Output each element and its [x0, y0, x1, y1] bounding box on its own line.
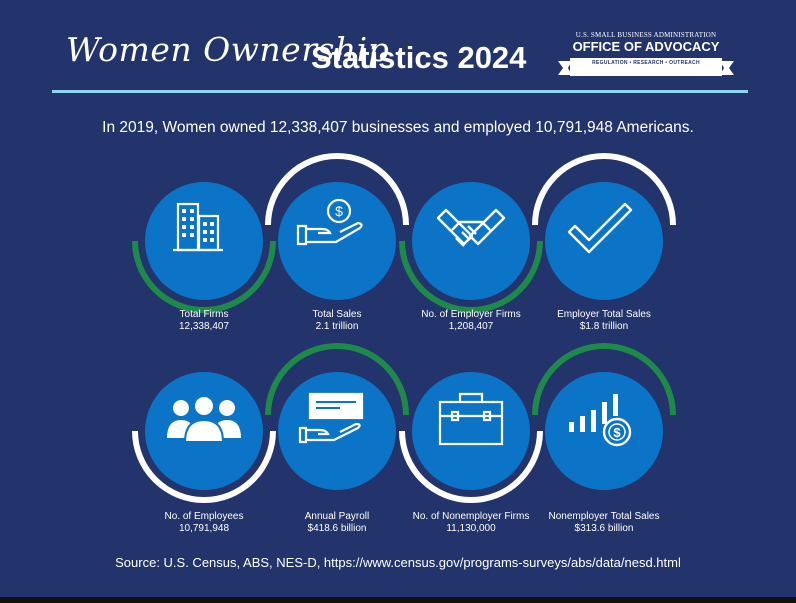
arc-decoration	[132, 240, 276, 313]
stat-circle-employees	[145, 372, 263, 490]
summary-text: In 2019, Women owned 12,338,407 business…	[102, 119, 694, 136]
script-title: Women Ownership	[66, 30, 390, 69]
stat-value: 11,130,000	[446, 523, 496, 534]
stat-name: Total Firms	[179, 309, 229, 320]
stat-name: No. of Nonemployer Firms	[412, 511, 530, 522]
stat-name: Nonemployer Total Sales	[548, 511, 660, 522]
stat-circle-total-firms	[145, 182, 263, 300]
stat-circle-employer-sales	[545, 182, 663, 300]
hand-check-icon	[298, 392, 364, 444]
stat-name: No. of Employer Firms	[421, 309, 521, 320]
stat-circle-employer-firms	[412, 182, 530, 300]
handshake-icon	[436, 208, 506, 247]
stat-label-employer-sales: Employer Total Sales $1.8 trillion	[524, 309, 684, 333]
stat-label-employer-firms: No. of Employer Firms 1,208,407	[391, 309, 551, 333]
stat-value: 10,791,948	[178, 523, 230, 534]
checkmark-icon	[567, 202, 633, 254]
ribbon-banner	[558, 58, 734, 76]
arc-decoration	[532, 343, 676, 416]
svg-text:$: $	[335, 203, 343, 219]
stat-name: Employer Total Sales	[557, 309, 651, 320]
page-title: Statistics 2024	[311, 40, 527, 75]
briefcase-icon	[438, 392, 504, 446]
stat-value: $1.8 trillion	[579, 321, 629, 332]
stat-label-nonemployer-firms: No. of Nonemployer Firms 11,130,000	[391, 511, 551, 535]
bottom-border	[0, 597, 796, 603]
arc-decoration	[532, 153, 676, 226]
arc-decoration	[399, 240, 543, 313]
stat-value: $418.6 billion	[307, 523, 367, 534]
bars-coin-icon: $	[569, 394, 632, 447]
source-citation: Source: U.S. Census, ABS, NES-D, https:/…	[115, 555, 681, 570]
stat-name: No. of Employees	[164, 511, 244, 522]
stat-label-employees: No. of Employees 10,791,948	[124, 511, 284, 535]
svg-text:$: $	[613, 425, 621, 440]
stat-label-payroll: Annual Payroll $418.6 billion	[257, 511, 417, 535]
stat-label-nonemployer-sales: Nonemployer Total Sales $313.6 billion	[524, 511, 684, 535]
stat-name: Total Sales	[312, 309, 362, 320]
stat-value: $313.6 billion	[574, 523, 634, 534]
stat-name: Annual Payroll	[304, 511, 370, 522]
arc-decoration	[132, 430, 276, 503]
hand-coin-icon: $	[296, 198, 363, 246]
stat-circle-total-sales: $	[278, 182, 396, 300]
logo-main-text: OFFICE OF ADVOCACY	[572, 39, 720, 54]
arc-decoration	[265, 153, 409, 226]
header: Women Ownership Statistics 2024 U.S. SMA…	[0, 0, 796, 100]
stat-label-total-sales: Total Sales 2.1 trillion	[257, 309, 417, 333]
arc-decoration	[265, 343, 409, 416]
arc-decoration	[399, 430, 543, 503]
logo-sub-text: REGULATION • RESEARCH • OUTREACH	[592, 60, 700, 66]
stat-circle-payroll	[278, 372, 396, 490]
sba-advocacy-logo: U.S. SMALL BUSINESS ADMINISTRATION OFFIC…	[558, 28, 734, 82]
stat-circle-nonemployer-firms	[412, 372, 530, 490]
stat-value: 2.1 trillion	[315, 321, 359, 332]
buildings-icon	[173, 202, 223, 252]
stat-value: 12,338,407	[178, 321, 230, 332]
title-divider	[52, 90, 748, 93]
stat-value: 1,208,407	[448, 321, 494, 332]
logo-top-line: U.S. SMALL BUSINESS ADMINISTRATION	[575, 31, 717, 39]
people-icon	[167, 395, 241, 443]
stat-label-total-firms: Total Firms 12,338,407	[124, 309, 284, 333]
stat-circle-nonemployer-sales: $	[545, 372, 663, 490]
